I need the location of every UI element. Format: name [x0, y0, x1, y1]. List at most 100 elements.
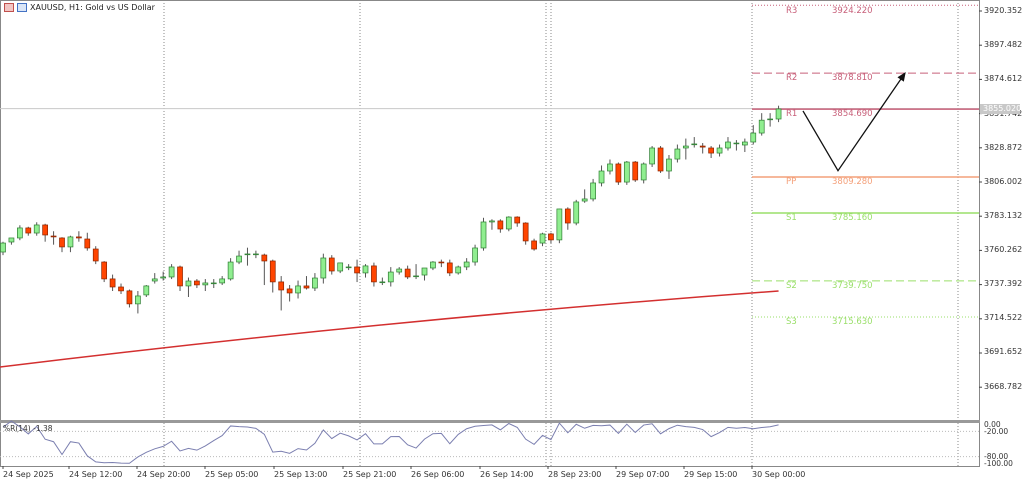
- candle: [295, 280, 301, 299]
- chart-grid-icon[interactable]: [4, 3, 14, 12]
- candle: [194, 279, 200, 289]
- time-label: 24 Sep 20:00: [137, 470, 191, 479]
- time-label: 25 Sep 13:00: [274, 470, 328, 479]
- candle: [430, 261, 436, 271]
- candle: [708, 146, 714, 158]
- candle: [168, 264, 175, 280]
- bear-candle-body: [354, 266, 360, 274]
- time-label: 25 Sep 05:00: [205, 470, 259, 479]
- bull-candle-body: [33, 224, 40, 234]
- bear-candle-body: [25, 227, 32, 234]
- bull-candle-body: [640, 163, 647, 181]
- bear-candle-body: [699, 145, 706, 148]
- time-label: 24 Sep 2025: [3, 470, 54, 479]
- candle: [303, 276, 310, 290]
- indicator-label: %R(14) -1.38: [3, 424, 53, 433]
- williams-r-line: [2, 420, 779, 464]
- candle: [219, 276, 226, 286]
- price-label: 3806.002: [984, 177, 1023, 186]
- bull-candle-body: [337, 262, 344, 272]
- candle: [716, 144, 723, 157]
- pivot-name: S1: [786, 213, 797, 223]
- candle: [286, 285, 293, 302]
- bull-candle-body: [666, 158, 672, 172]
- candle: [160, 271, 167, 281]
- bull-candle-body: [345, 266, 352, 269]
- bear-candle-body: [76, 236, 82, 239]
- candle: [505, 216, 512, 232]
- bear-candle-body: [42, 224, 49, 236]
- candle: [767, 113, 773, 127]
- chart-title: XAUUSD, H1: Gold vs US Dollar: [30, 3, 155, 12]
- candle: [101, 261, 108, 283]
- candle: [455, 265, 462, 275]
- candle: [17, 225, 23, 241]
- bull-candle-body: [463, 261, 470, 268]
- pivot-value: 3924.220: [832, 6, 873, 16]
- candle: [548, 232, 554, 244]
- bear-candle-body: [446, 262, 453, 274]
- candle: [337, 262, 344, 274]
- time-label: 30 Sep 00:00: [752, 470, 806, 479]
- pivot-name: S2: [786, 281, 797, 291]
- candle: [666, 155, 672, 179]
- bull-candle-body: [489, 220, 495, 223]
- bull-candle-body: [556, 208, 563, 241]
- bull-candle-body: [775, 108, 782, 120]
- bull-candle-body: [17, 227, 23, 239]
- bull-candle-body: [312, 277, 318, 289]
- chart-type-icon[interactable]: [17, 3, 27, 12]
- chart-frame: [0, 0, 980, 467]
- bull-candle-body: [623, 161, 630, 183]
- pivot-value: 3715.630: [832, 317, 873, 327]
- candle: [413, 264, 419, 280]
- bull-candle-body: [8, 237, 15, 243]
- bear-candle-body: [328, 257, 335, 272]
- candle: [67, 235, 74, 253]
- bear-candle-body: [101, 261, 108, 280]
- pivot-name: R1: [786, 109, 798, 119]
- bear-candle-body: [632, 161, 639, 181]
- candle: [657, 146, 664, 173]
- candle: [345, 264, 352, 271]
- bull-candle-body: [539, 233, 546, 244]
- price-label: 3714.522: [984, 313, 1023, 322]
- indicator-separator: [0, 420, 980, 423]
- candle: [177, 265, 183, 292]
- bear-candle-body: [118, 286, 124, 292]
- candle: [76, 231, 82, 242]
- bear-candle-body: [261, 254, 268, 262]
- bull-candle-body: [236, 255, 242, 263]
- candle: [489, 219, 495, 230]
- bear-candle-body: [522, 222, 529, 242]
- price-label: 3691.652: [984, 347, 1023, 356]
- candle: [312, 273, 318, 292]
- indicator-level-label: 0.00: [984, 420, 1001, 429]
- candle: [607, 159, 613, 175]
- chart-title-bar: XAUUSD, H1: Gold vs US Dollar: [4, 3, 155, 12]
- time-label: 28 Sep 23:00: [548, 470, 602, 479]
- candle: [463, 258, 470, 271]
- bull-candle-body: [750, 132, 757, 143]
- bull-candle-body: [185, 280, 192, 287]
- indicator-level-label: -80.00: [984, 452, 1009, 461]
- bear-candle-body: [657, 147, 664, 172]
- pivot-name: PP: [786, 177, 797, 187]
- candle: [590, 178, 596, 202]
- projection-arrow: [802, 72, 906, 172]
- time-label: 24 Sep 12:00: [69, 470, 123, 479]
- bear-candle-body: [514, 216, 521, 224]
- bull-candle-body: [143, 285, 150, 296]
- bear-candle-body: [109, 278, 116, 288]
- candle: [227, 258, 234, 281]
- indicator-level-label: -100.00: [984, 459, 1013, 468]
- bull-candle-body: [573, 201, 580, 224]
- candle: [84, 232, 91, 251]
- candle: [750, 125, 757, 145]
- candle: [362, 264, 369, 278]
- bull-candle-body: [767, 118, 773, 121]
- bull-candle-body: [725, 141, 731, 149]
- candle: [25, 226, 32, 236]
- candle: [497, 219, 504, 233]
